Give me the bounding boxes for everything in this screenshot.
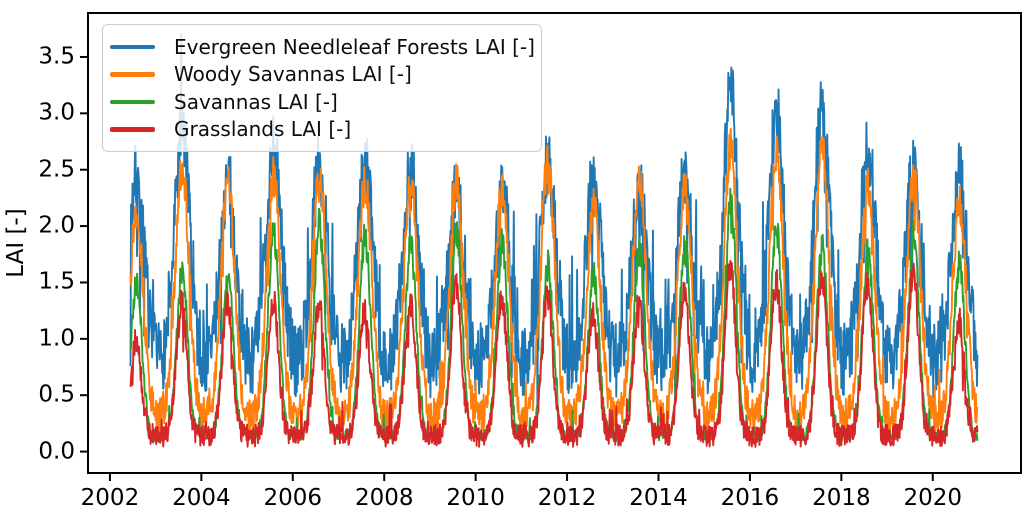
woody-savannas-line-swatch bbox=[110, 72, 155, 77]
y-axis-label: LAI [-] bbox=[3, 208, 29, 278]
x-tick-label: 2016 bbox=[720, 485, 780, 511]
x-tick-label: 2010 bbox=[446, 485, 505, 511]
y-tick-label: 2.0 bbox=[38, 212, 75, 239]
grasslands-line-swatch bbox=[110, 127, 155, 132]
y-tick-label: 0.5 bbox=[38, 381, 75, 408]
legend-label-grasslands: Grasslands LAI [-] bbox=[174, 117, 352, 142]
x-tick-label: 2008 bbox=[354, 485, 414, 511]
legend-label-savannas: Savannas LAI [-] bbox=[174, 89, 338, 114]
y-tick-label: 1.5 bbox=[38, 268, 75, 295]
x-tick-label: 2014 bbox=[629, 485, 688, 511]
x-tick-label: 2018 bbox=[812, 485, 871, 511]
evergreen-needleleaf-forests-line-swatch bbox=[110, 44, 155, 49]
x-tick-label: 2006 bbox=[263, 485, 323, 511]
x-tick-label: 2012 bbox=[537, 485, 597, 511]
legend-item-savannas: Savannas LAI [-] bbox=[110, 88, 531, 116]
y-tick-label: 1.0 bbox=[38, 325, 75, 352]
y-tick-label: 3.5 bbox=[38, 43, 75, 70]
legend: Evergreen Needleleaf Forests LAI [-] Woo… bbox=[102, 24, 542, 152]
legend-label-woody-savannas: Woody Savannas LAI [-] bbox=[174, 62, 412, 87]
x-tick-label: 2020 bbox=[903, 485, 963, 511]
y-tick-label: 3.0 bbox=[38, 99, 75, 126]
x-tick-label: 2002 bbox=[80, 485, 140, 511]
x-tick-label: 2004 bbox=[172, 485, 231, 511]
savannas-line-swatch bbox=[110, 99, 155, 104]
legend-item-grasslands: Grasslands LAI [-] bbox=[110, 116, 531, 144]
legend-item-woody-savannas: Woody Savannas LAI [-] bbox=[110, 61, 531, 89]
y-tick-label: 0.0 bbox=[38, 438, 75, 465]
legend-item-evergreen-needleleaf-forests: Evergreen Needleleaf Forests LAI [-] bbox=[110, 33, 535, 61]
legend-label-evergreen-needleleaf-forests: Evergreen Needleleaf Forests LAI [-] bbox=[174, 34, 535, 59]
y-tick-label: 2.5 bbox=[38, 156, 75, 183]
